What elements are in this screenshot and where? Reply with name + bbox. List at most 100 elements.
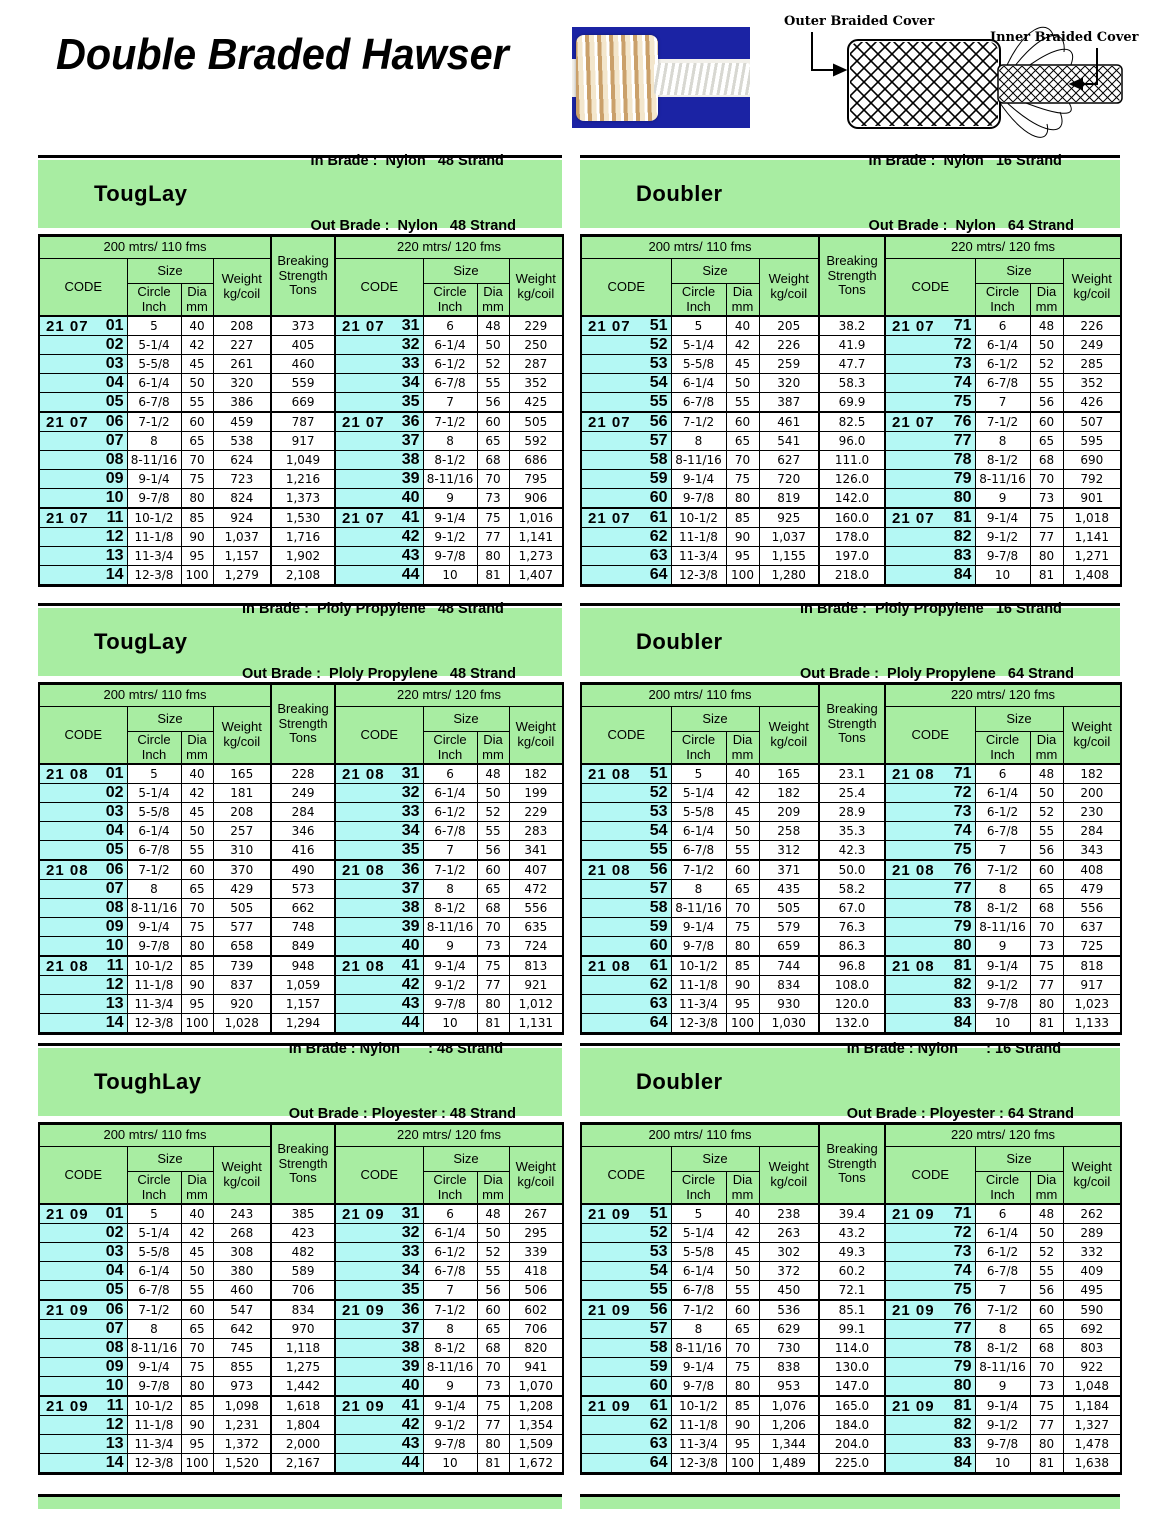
circle-inch-cell: 7-1/2 (126, 1299, 182, 1320)
code-cell-200: 63 (580, 994, 672, 1014)
circle-inch-cell: 5 (126, 315, 182, 336)
in-brade-line: In Brade : Ploly Propylene 16 Strand (800, 600, 1062, 617)
circle-inch-cell: 10-1/2 (670, 507, 727, 528)
breaking-strength-cell: 1,716 (270, 527, 337, 547)
weight-cell: 408 (1062, 859, 1122, 880)
dia-mm-cell: 50 (476, 335, 510, 355)
circle-inch-cell: 9-1/2 (974, 1415, 1031, 1435)
spec-row: 03 5-5/8 45 261 460 33 6-1/2 52 287 (38, 354, 564, 374)
dia-mm-cell: 80 (1029, 546, 1064, 566)
circle-inch-cell: 9 (974, 488, 1031, 509)
circle-inch-cell: 7-1/2 (670, 1299, 727, 1320)
breaking-strength-cell: 28.9 (818, 802, 887, 822)
weight-cell: 1,184 (1062, 1395, 1122, 1416)
spec-row: 59 9-1/4 75 838 130.0 79 8-11/16 70 922 (580, 1357, 1122, 1377)
spec-row: 64 12-3/8 100 1,489 225.0 84 10 81 1,638 (580, 1453, 1122, 1474)
spec-row: 21 08 51 5 40 165 23.1 21 08 71 6 48 182 (580, 763, 1122, 784)
circle-inch-cell: 8-11/16 (974, 469, 1031, 489)
circle-inch-cell: 9 (422, 1376, 478, 1397)
spec-row: 21 07 51 5 40 205 38.2 21 07 71 6 48 226 (580, 315, 1122, 336)
spec-row: 21 08 61 10-1/2 85 744 96.8 21 08 81 9-1/4 75 818 (580, 955, 1122, 976)
dia-mm-cell: 42 (725, 1223, 760, 1243)
circle-inch-cell: 6-1/4 (422, 335, 478, 355)
circle-inch-cell: 9-1/4 (126, 917, 182, 937)
weight-cell: 627 (758, 450, 820, 470)
header-size: Size (670, 1146, 760, 1172)
breaking-strength-cell: 25.4 (818, 783, 887, 803)
weight-cell: 182 (508, 763, 564, 784)
spec-row: 58 8-11/16 70 505 67.0 78 8-1/2 68 556 (580, 898, 1122, 918)
code-cell-220: 43 (334, 1434, 424, 1454)
circle-inch-cell: 6-1/4 (974, 335, 1031, 355)
code-cell-200: 62 (580, 527, 672, 547)
weight-cell: 425 (508, 392, 564, 413)
weight-cell: 1,141 (508, 527, 564, 547)
code-cell-200: 21 08 11 (38, 955, 128, 976)
circle-inch-cell: 11-3/4 (670, 994, 727, 1014)
dia-mm-cell: 75 (725, 469, 760, 489)
code-cell-220: 77 (884, 1319, 976, 1339)
weight-cell: 505 (758, 898, 820, 918)
weight-cell: 479 (1062, 879, 1122, 899)
code-cell-220: 21 07 41 (334, 507, 424, 528)
dia-mm-cell: 80 (725, 936, 760, 957)
circle-inch-cell: 7-1/2 (126, 411, 182, 432)
spec-row: 12 11-1/8 90 1,037 1,716 42 9-1/2 77 1,141 (38, 527, 564, 547)
code-cell-220: 33 (334, 354, 424, 374)
code-cell-220: 82 (884, 1415, 976, 1435)
code-cell-200: 55 (580, 392, 672, 413)
code-cell-220: 32 (334, 1223, 424, 1243)
circle-inch-cell: 9-7/8 (670, 488, 727, 509)
dia-mm-cell: 45 (180, 802, 214, 822)
block-titlebar: Doubler In Brade : Ploly Propylene 16 St… (580, 601, 1120, 682)
code-cell-220: 21 09 31 (334, 1203, 424, 1224)
code-cell-220: 44 (334, 1453, 424, 1474)
product-name: TougLay (94, 181, 188, 206)
dia-mm-cell: 50 (725, 1261, 760, 1281)
dia-mm-cell: 55 (476, 373, 510, 393)
spec-row: 21 09 01 5 40 243 385 21 09 31 6 48 267 (38, 1203, 564, 1224)
dia-mm-cell: 77 (1029, 1415, 1064, 1435)
weight-cell: 227 (212, 335, 272, 355)
breaking-strength-cell: 85.1 (818, 1299, 887, 1320)
code-cell-200: 03 (38, 802, 128, 822)
weight-cell: 1,208 (508, 1395, 564, 1416)
dia-mm-cell: 75 (1029, 507, 1064, 528)
header-size: Size (422, 706, 510, 732)
code-cell-200: 21 07 01 (38, 315, 128, 336)
spec-row: 03 5-5/8 45 208 284 33 6-1/2 52 229 (38, 802, 564, 822)
weight-cell: 257 (212, 821, 272, 841)
breaking-strength-cell: 72.1 (818, 1280, 887, 1301)
weight-cell: 925 (758, 507, 820, 528)
dia-mm-cell: 65 (180, 1319, 214, 1339)
weight-cell: 205 (758, 315, 820, 336)
dia-mm-cell: 75 (180, 1357, 214, 1377)
circle-inch-cell: 9-1/2 (422, 1415, 478, 1435)
dia-mm-cell: 40 (725, 763, 760, 784)
breaking-strength-cell: 284 (270, 802, 337, 822)
weight-cell: 262 (1062, 1203, 1122, 1224)
circle-inch-cell: 8-1/2 (974, 898, 1031, 918)
weight-cell: 792 (1062, 469, 1122, 489)
header-code: CODE (580, 706, 672, 765)
header-size: Size (974, 258, 1064, 284)
code-cell-200: 08 (38, 898, 128, 918)
in-brade-line: In Brade : Nylon : 48 Strand (288, 1040, 504, 1057)
code-cell-220: 44 (334, 1013, 424, 1034)
dia-mm-cell: 85 (725, 507, 760, 528)
breaking-strength-cell: 662 (270, 898, 337, 918)
circle-inch-cell: 7-1/2 (670, 411, 727, 432)
spec-table: 200 mtrs/ 110 fms Breaking Strength Tons… (580, 234, 1123, 587)
spec-row: 53 5-5/8 45 259 47.7 73 6-1/2 52 285 (580, 354, 1122, 374)
weight-cell: 460 (212, 1280, 272, 1301)
circle-inch-cell: 5 (126, 763, 182, 784)
dia-mm-cell: 75 (180, 469, 214, 489)
circle-inch-cell: 6-7/8 (974, 373, 1031, 393)
header-size: Size (974, 1146, 1064, 1172)
dia-mm-cell: 75 (476, 507, 510, 528)
circle-inch-cell: 9-1/2 (422, 527, 478, 547)
code-cell-200: 02 (38, 783, 128, 803)
circle-inch-cell: 9 (422, 936, 478, 957)
spec-row: 21 09 11 10-1/2 85 1,098 1,618 21 09 41 9-1/4 75 1… (38, 1395, 564, 1416)
